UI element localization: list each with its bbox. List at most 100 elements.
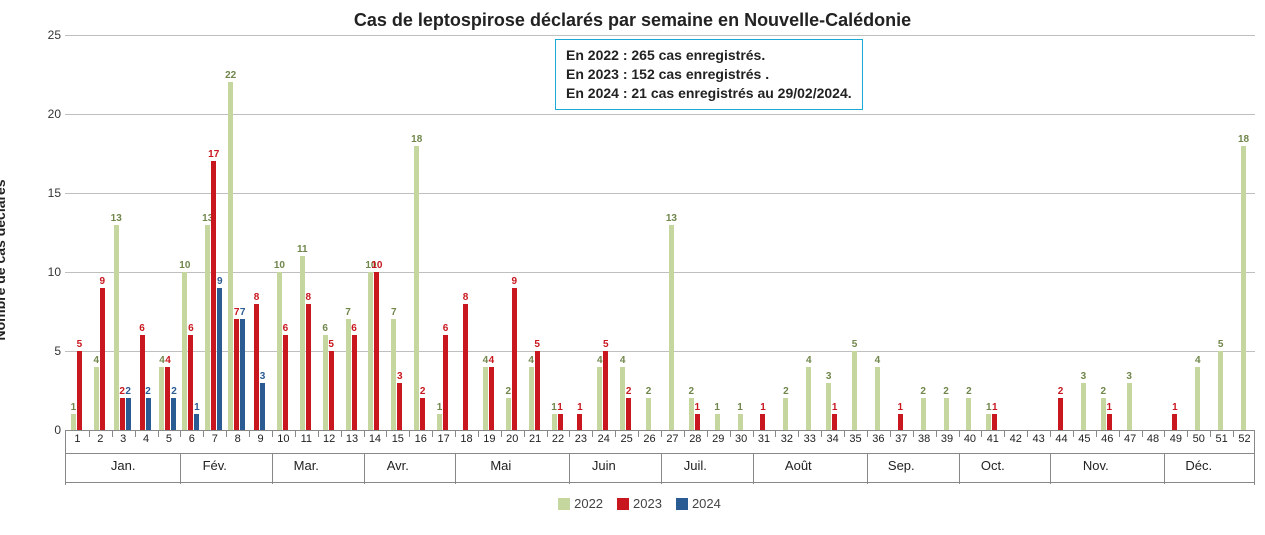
bar-2024: 3 — [260, 383, 265, 430]
bar-label: 2 — [943, 387, 949, 397]
bar-label: 6 — [188, 324, 194, 334]
bar-2023: 6 — [352, 335, 357, 430]
x-tick-label: 10 — [277, 433, 289, 445]
bar-2022: 10 — [182, 272, 187, 430]
bar-label: 13 — [666, 214, 677, 224]
bar-label: 18 — [1238, 135, 1249, 145]
bar-2023: 6 — [188, 335, 193, 430]
x-tick-mark — [844, 431, 845, 437]
bar-2023: 5 — [603, 351, 608, 430]
x-tick-label: 45 — [1078, 433, 1090, 445]
x-tick-label: 37 — [895, 433, 907, 445]
x-tick-label: 8 — [235, 433, 241, 445]
bar-2023: 1 — [1107, 414, 1112, 430]
bar-2023: 6 — [140, 335, 145, 430]
legend-swatch — [617, 498, 629, 510]
x-tick-label: 26 — [643, 433, 655, 445]
week-group: 65 — [317, 335, 340, 430]
bar-2022: 3 — [1127, 383, 1132, 430]
x-tick-label: 50 — [1193, 433, 1205, 445]
week-group: 1 — [752, 414, 775, 430]
x-tick-label: 30 — [735, 433, 747, 445]
month-separator — [364, 454, 365, 484]
x-tick-mark — [638, 431, 639, 437]
bar-2022: 4 — [597, 367, 602, 430]
bar-2022: 2 — [646, 398, 651, 430]
bar-label: 1 — [760, 403, 766, 413]
x-tick-label: 12 — [323, 433, 335, 445]
bar-label: 5 — [603, 340, 609, 350]
bar-2022: 13 — [669, 225, 674, 430]
chart-container: Cas de leptospirose déclarés par semaine… — [10, 10, 1255, 525]
x-tick-mark — [478, 431, 479, 437]
bar-2023: 2 — [1058, 398, 1063, 430]
bar-2023: 2 — [420, 398, 425, 430]
week-group: 3 — [1072, 383, 1095, 430]
x-tick-mark — [1187, 431, 1188, 437]
week-group: 31 — [820, 383, 843, 430]
bar-label: 6 — [322, 324, 328, 334]
bar-label: 4 — [806, 356, 812, 366]
bar-2024: 9 — [217, 288, 222, 430]
bar-2022: 10 — [368, 272, 373, 430]
x-tick-mark — [1164, 431, 1165, 437]
x-tick-label: 48 — [1147, 433, 1159, 445]
x-tick-mark — [318, 431, 319, 437]
x-tick-mark — [180, 431, 181, 437]
bar-label: 6 — [443, 324, 449, 334]
bar-label: 7 — [345, 308, 351, 318]
bar-label: 9 — [100, 277, 106, 287]
x-tick-mark — [409, 431, 410, 437]
bar-2023: 1 — [695, 414, 700, 430]
bar-2023: 4 — [489, 367, 494, 430]
bar-2022: 1 — [437, 414, 442, 430]
week-group: 1 — [568, 414, 591, 430]
week-group: 15 — [65, 351, 88, 430]
x-tick-mark — [592, 431, 593, 437]
x-tick-mark — [1073, 431, 1074, 437]
bar-label: 2 — [646, 387, 652, 397]
x-tick-label: 28 — [689, 433, 701, 445]
week-group: 1322 — [111, 225, 134, 430]
x-tick-mark — [203, 431, 204, 437]
bar-label: 2 — [1058, 387, 1064, 397]
bar-2023: 8 — [463, 304, 468, 430]
x-tick-mark — [455, 431, 456, 437]
bar-2023: 1 — [898, 414, 903, 430]
bar-2022: 7 — [391, 319, 396, 430]
bar-2022: 10 — [277, 272, 282, 430]
bar-2023: 2 — [626, 398, 631, 430]
chart-title: Cas de leptospirose déclarés par semaine… — [10, 10, 1255, 31]
bar-2022: 18 — [414, 146, 419, 430]
bar-label: 10 — [371, 261, 382, 271]
x-tick-mark — [501, 431, 502, 437]
bar-2023: 4 — [165, 367, 170, 430]
y-tick-label: 5 — [37, 344, 61, 358]
bar-label: 5 — [328, 340, 334, 350]
bar-label: 5 — [77, 340, 83, 350]
month-label: Sep. — [888, 458, 915, 473]
bar-label: 2 — [783, 387, 789, 397]
bar-label: 2 — [1100, 387, 1106, 397]
bar-label: 4 — [620, 356, 626, 366]
bar-2022: 4 — [1195, 367, 1200, 430]
bar-label: 13 — [111, 214, 122, 224]
x-tick-mark — [364, 431, 365, 437]
x-tick-label: 44 — [1055, 433, 1067, 445]
bar-2024: 2 — [171, 398, 176, 430]
bar-2022: 2 — [506, 398, 511, 430]
week-group: 18 — [1232, 146, 1255, 430]
x-tick-label: 40 — [964, 433, 976, 445]
x-tick-label: 11 — [301, 433, 312, 445]
bar-2022: 2 — [783, 398, 788, 430]
x-tick-mark — [432, 431, 433, 437]
week-group: 13179 — [202, 161, 225, 430]
month-label: Mai — [490, 458, 511, 473]
x-tick-mark — [821, 431, 822, 437]
x-tick-mark — [913, 431, 914, 437]
bar-2022: 2 — [944, 398, 949, 430]
bar-2023: 9 — [100, 288, 105, 430]
legend-swatch — [558, 498, 570, 510]
bar-label: 7 — [234, 308, 240, 318]
week-group: 5 — [843, 351, 866, 430]
